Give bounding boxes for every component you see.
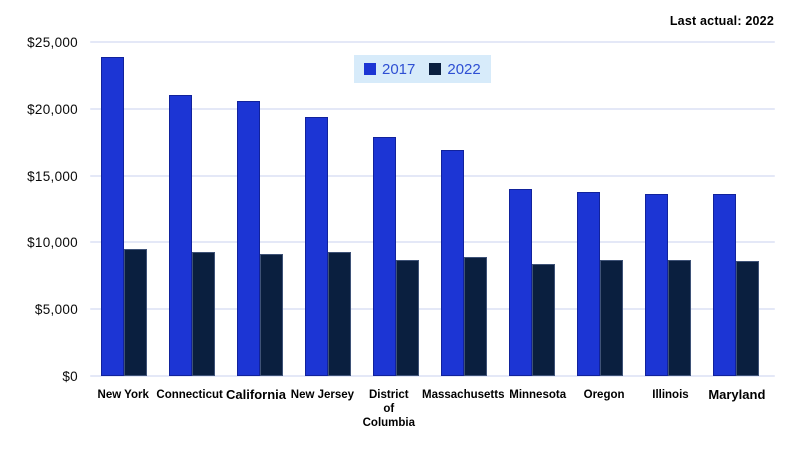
bar-group	[634, 42, 702, 376]
last-actual-annotation: Last actual: 2022	[669, 14, 774, 28]
bar-2017[interactable]	[509, 188, 532, 376]
x-tick-label: New York	[97, 389, 149, 401]
bar-2017[interactable]	[713, 194, 736, 376]
y-axis-labels: $0 $5,000 $10,000 $15,000 $20,000 $25,000	[0, 35, 78, 384]
x-axis-labels: New York Connecticut California New Jersey D…	[90, 388, 770, 430]
x-tick-label: Oregon	[583, 389, 625, 401]
bar-2017[interactable]	[577, 191, 600, 376]
bar-group	[158, 42, 226, 376]
gridline	[90, 41, 775, 43]
bar-group	[362, 42, 430, 376]
bar-2017[interactable]	[305, 116, 328, 376]
bar-2017[interactable]	[645, 194, 668, 376]
bar-2022[interactable]	[464, 257, 487, 376]
plot-area	[90, 41, 775, 377]
bar-group	[294, 42, 362, 376]
bar-group	[498, 42, 566, 376]
gridline	[90, 241, 775, 244]
bar-group	[226, 42, 294, 376]
bar-2017[interactable]	[237, 100, 260, 376]
bar-2017[interactable]	[373, 136, 396, 376]
legend-swatch-2017-icon	[364, 63, 376, 75]
y-tick-label: $10,000	[27, 235, 78, 251]
bar-2022[interactable]	[532, 263, 555, 376]
bar-2022[interactable]	[668, 259, 691, 376]
y-tick-label: $5,000	[34, 302, 78, 318]
x-tick-label: Connecticut	[156, 389, 223, 401]
legend-item-2017[interactable]: 2017	[364, 61, 415, 78]
bar-group	[90, 42, 158, 376]
x-tick-label: California	[226, 387, 287, 402]
x-tick-label: Maryland	[708, 387, 766, 402]
bar-2017[interactable]	[101, 56, 124, 376]
x-tick-label: Minnesota	[509, 389, 567, 401]
bar-2022[interactable]	[736, 261, 759, 376]
y-tick-label: $0	[62, 369, 78, 384]
bar-2022[interactable]	[192, 251, 215, 376]
bar-2022[interactable]	[328, 251, 351, 376]
y-tick-label: $25,000	[27, 35, 78, 50]
legend-label-2022: 2022	[447, 60, 481, 78]
gridline	[90, 107, 775, 110]
bar-2017[interactable]	[169, 95, 192, 376]
bar-group	[566, 42, 634, 376]
bar-2022[interactable]	[600, 259, 623, 376]
x-tick-label: Massachusetts	[422, 389, 505, 401]
x-tick-label: Illinois	[652, 389, 689, 401]
legend-item-2022[interactable]: 2022	[429, 60, 481, 78]
gridline	[90, 174, 775, 177]
bar-group	[702, 42, 770, 376]
bar-2017[interactable]	[441, 150, 464, 376]
bar-2022[interactable]	[124, 249, 147, 376]
legend-swatch-2022-icon	[429, 63, 442, 75]
gridline	[90, 308, 775, 311]
bar-groups	[90, 42, 770, 376]
y-tick-label: $15,000	[27, 168, 78, 184]
y-tick-label: $20,000	[27, 101, 78, 117]
x-tick-label: District of Columbia	[362, 389, 416, 429]
gridline	[90, 375, 775, 377]
bar-2022[interactable]	[260, 254, 283, 376]
bar-group	[430, 42, 498, 376]
bar-2022[interactable]	[396, 259, 419, 376]
legend-label-2017: 2017	[382, 60, 416, 78]
x-tick-label: New Jersey	[290, 389, 355, 401]
chart-legend: 2017 2022	[354, 55, 491, 83]
